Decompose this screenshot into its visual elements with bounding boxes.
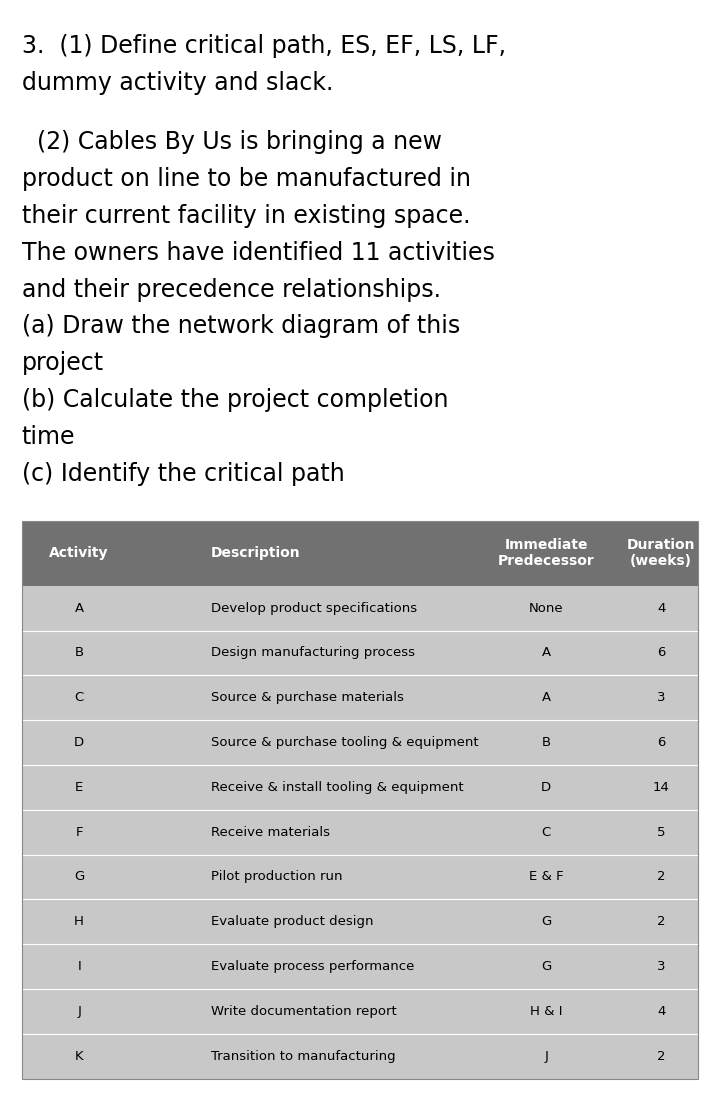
Text: (2) Cables By Us is bringing a new: (2) Cables By Us is bringing a new bbox=[22, 130, 441, 153]
Text: H: H bbox=[74, 915, 84, 928]
Text: Evaluate process performance: Evaluate process performance bbox=[211, 960, 415, 973]
Text: D: D bbox=[541, 781, 552, 794]
Text: 14: 14 bbox=[653, 781, 670, 794]
Text: (a) Draw the network diagram of this: (a) Draw the network diagram of this bbox=[22, 315, 460, 338]
Text: None: None bbox=[528, 601, 564, 615]
Text: A: A bbox=[75, 601, 84, 615]
Text: 3: 3 bbox=[657, 960, 665, 973]
Text: G: G bbox=[74, 870, 84, 884]
Text: J: J bbox=[77, 1005, 81, 1018]
Text: Pilot production run: Pilot production run bbox=[211, 870, 343, 884]
Text: 2: 2 bbox=[657, 1049, 665, 1063]
Text: Write documentation report: Write documentation report bbox=[211, 1005, 397, 1018]
Text: I: I bbox=[77, 960, 81, 973]
Text: dummy activity and slack.: dummy activity and slack. bbox=[22, 71, 333, 94]
Text: Evaluate product design: Evaluate product design bbox=[211, 915, 374, 928]
Text: Source & purchase tooling & equipment: Source & purchase tooling & equipment bbox=[211, 736, 479, 749]
Text: Immediate
Predecessor: Immediate Predecessor bbox=[498, 539, 595, 568]
Text: 5: 5 bbox=[657, 825, 665, 839]
Text: (b) Calculate the project completion: (b) Calculate the project completion bbox=[22, 389, 448, 412]
Text: 2: 2 bbox=[657, 915, 665, 928]
Text: and their precedence relationships.: and their precedence relationships. bbox=[22, 278, 441, 301]
Text: E & F: E & F bbox=[528, 870, 564, 884]
Text: Description: Description bbox=[211, 547, 301, 560]
Text: K: K bbox=[75, 1049, 84, 1063]
Text: B: B bbox=[75, 646, 84, 660]
FancyBboxPatch shape bbox=[22, 521, 698, 1079]
Text: 3.  (1) Define critical path, ES, EF, LS, LF,: 3. (1) Define critical path, ES, EF, LS,… bbox=[22, 34, 505, 57]
Text: H & I: H & I bbox=[530, 1005, 562, 1018]
Text: A: A bbox=[541, 691, 551, 704]
Text: D: D bbox=[74, 736, 84, 749]
Text: project: project bbox=[22, 352, 104, 375]
Text: Receive materials: Receive materials bbox=[211, 825, 330, 839]
Text: 4: 4 bbox=[657, 601, 665, 615]
Text: time: time bbox=[22, 426, 75, 449]
Text: J: J bbox=[544, 1049, 548, 1063]
Text: The owners have identified 11 activities: The owners have identified 11 activities bbox=[22, 241, 495, 264]
Text: Develop product specifications: Develop product specifications bbox=[211, 601, 417, 615]
Text: 6: 6 bbox=[657, 736, 665, 749]
Text: A: A bbox=[541, 646, 551, 660]
Text: Design manufacturing process: Design manufacturing process bbox=[211, 646, 415, 660]
Text: Activity: Activity bbox=[50, 547, 109, 560]
Text: 6: 6 bbox=[657, 646, 665, 660]
Text: Receive & install tooling & equipment: Receive & install tooling & equipment bbox=[211, 781, 464, 794]
Text: F: F bbox=[76, 825, 83, 839]
Text: C: C bbox=[541, 825, 551, 839]
Text: 4: 4 bbox=[657, 1005, 665, 1018]
Text: product on line to be manufactured in: product on line to be manufactured in bbox=[22, 167, 471, 190]
Text: E: E bbox=[75, 781, 84, 794]
Text: G: G bbox=[541, 915, 552, 928]
Text: 3: 3 bbox=[657, 691, 665, 704]
Text: Transition to manufacturing: Transition to manufacturing bbox=[211, 1049, 396, 1063]
Text: Source & purchase materials: Source & purchase materials bbox=[211, 691, 404, 704]
Text: 2: 2 bbox=[657, 870, 665, 884]
Text: C: C bbox=[74, 691, 84, 704]
FancyBboxPatch shape bbox=[22, 521, 698, 586]
Text: (c) Identify the critical path: (c) Identify the critical path bbox=[22, 463, 344, 486]
Text: their current facility in existing space.: their current facility in existing space… bbox=[22, 204, 470, 227]
Text: Duration
(weeks): Duration (weeks) bbox=[627, 539, 696, 568]
Text: B: B bbox=[541, 736, 551, 749]
Text: G: G bbox=[541, 960, 552, 973]
